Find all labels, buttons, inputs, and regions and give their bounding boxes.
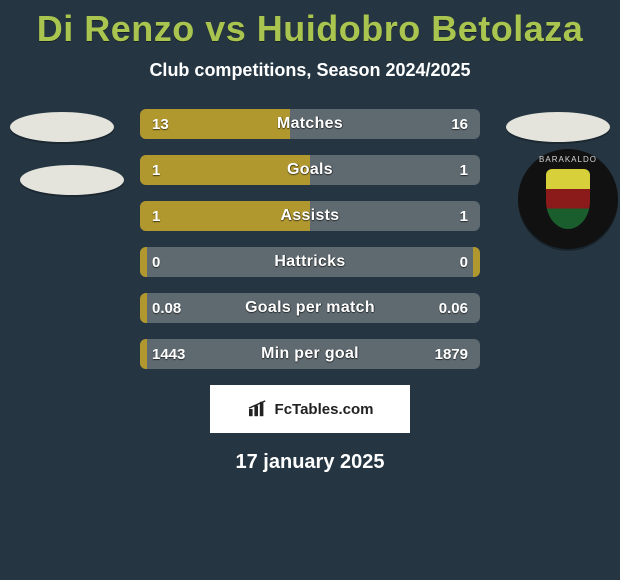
stat-row: 14431879Min per goal xyxy=(140,339,480,369)
club-badge-label: BARAKALDO xyxy=(518,155,618,164)
page-title: Di Renzo vs Huidobro Betolaza xyxy=(37,8,584,50)
stat-row: 00Hattricks xyxy=(140,247,480,277)
fctables-icon xyxy=(247,400,269,418)
player-badge-left-1 xyxy=(10,112,114,142)
stat-row: 11Assists xyxy=(140,201,480,231)
branding-box: FcTables.com xyxy=(210,385,410,433)
comparison-card: Di Renzo vs Huidobro Betolaza Club compe… xyxy=(0,0,620,474)
stat-label: Goals xyxy=(140,155,480,185)
stat-label: Assists xyxy=(140,201,480,231)
stat-row: 0.080.06Goals per match xyxy=(140,293,480,323)
player-badge-right-1 xyxy=(506,112,610,142)
stat-label: Min per goal xyxy=(140,339,480,369)
stat-row: 1316Matches xyxy=(140,109,480,139)
date-label: 17 january 2025 xyxy=(236,451,385,474)
stat-label: Goals per match xyxy=(140,293,480,323)
stat-row: 11Goals xyxy=(140,155,480,185)
club-badge-right: BARAKALDO xyxy=(518,149,618,249)
stat-label: Hattricks xyxy=(140,247,480,277)
club-badge-shield-icon xyxy=(546,169,590,229)
stat-label: Matches xyxy=(140,109,480,139)
player-badge-left-2 xyxy=(20,165,124,195)
chart-area: BARAKALDO 1316Matches11Goals11Assists00H… xyxy=(10,109,610,369)
branding-text: FcTables.com xyxy=(275,401,374,418)
comparison-bars: 1316Matches 11Goals 11Assists 00Hattricks 0.… xyxy=(140,109,480,385)
subtitle: Club competitions, Season 2024/2025 xyxy=(149,60,470,81)
